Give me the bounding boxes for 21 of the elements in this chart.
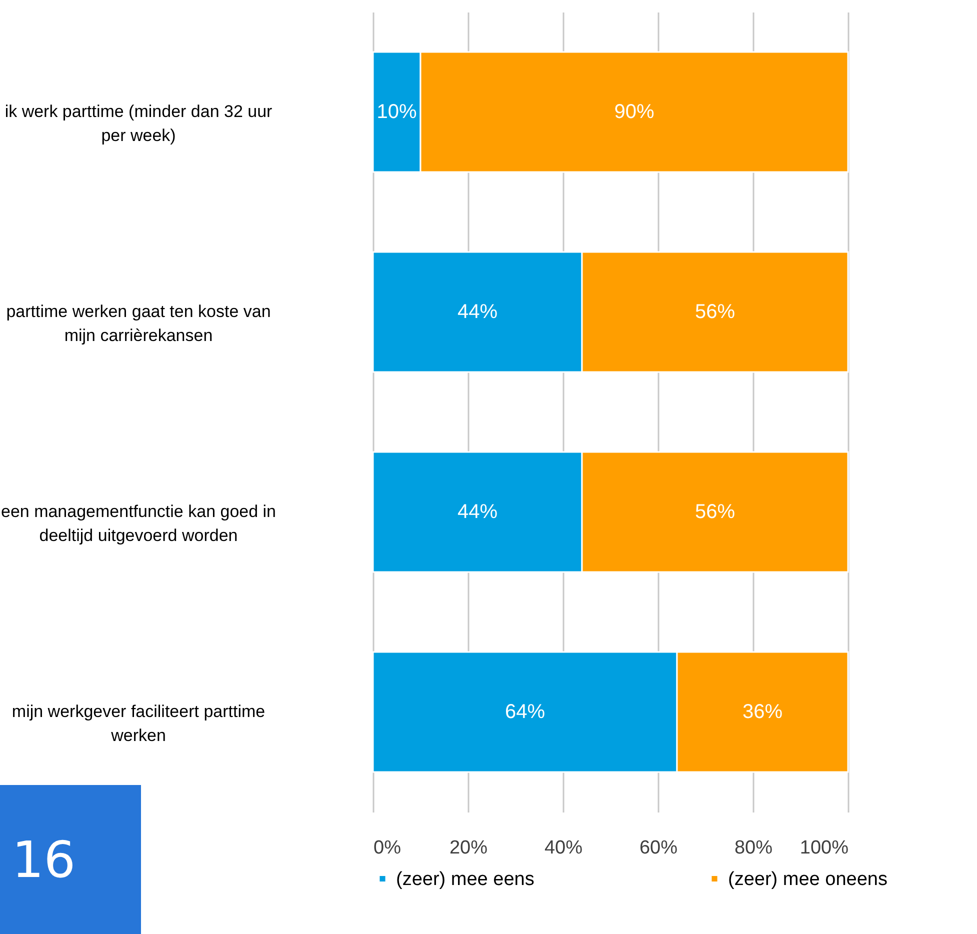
text: 56%	[694, 501, 736, 523]
y-tick-label: ik werk parttime (minder dan 32 uur per week)	[4, 102, 273, 145]
x-tick-label: 100%	[800, 838, 849, 858]
text: 10%	[376, 101, 417, 123]
y-tick-label: mijn werkgever faciliteert parttime werken	[12, 702, 266, 745]
x-tick-label: 80%	[734, 838, 773, 858]
text: 44%	[457, 501, 498, 523]
text: 44%	[457, 301, 498, 323]
x-tick-label: 40%	[544, 838, 583, 858]
legend-label: (zeer) mee oneens	[728, 868, 888, 890]
text: 90%	[614, 101, 654, 123]
x-tick-label: 0%	[374, 838, 402, 858]
y-tick-label: een managementfunctie kan goed in deeltijd uitgevoerd worden	[0, 502, 276, 545]
legend-label: (zeer) mee eens	[396, 868, 534, 890]
x-tick-label: 60%	[639, 838, 678, 858]
page-number-box: 16	[0, 785, 141, 934]
x-tick-label: 20%	[449, 838, 488, 858]
y-tick-label: parttime werken gaat ten koste van mijn carrièrekansen	[6, 302, 271, 345]
text: 36%	[742, 701, 783, 723]
text: 56%	[694, 301, 736, 323]
text: 64%	[504, 701, 546, 723]
